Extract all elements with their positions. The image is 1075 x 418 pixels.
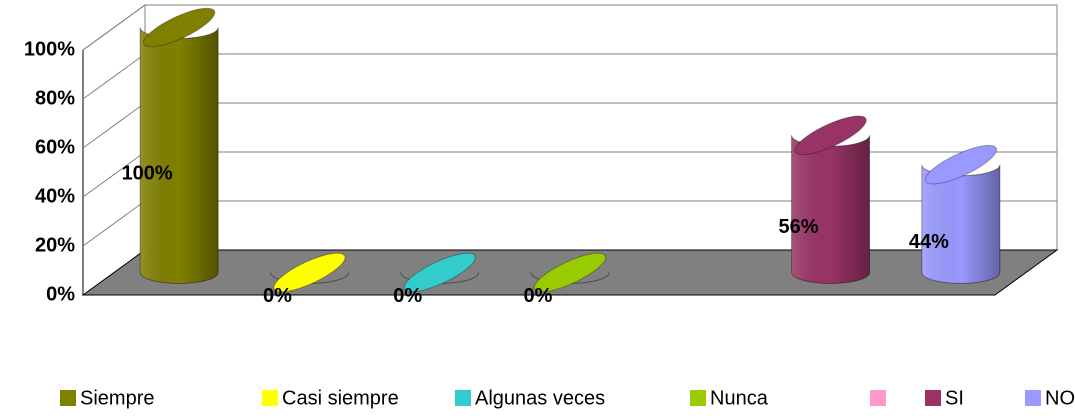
legend-swatch bbox=[262, 390, 278, 406]
data-label: 100% bbox=[122, 162, 173, 184]
grid-line bbox=[82, 4, 1057, 51]
bar-shade bbox=[791, 135, 870, 284]
y-tick-label: 80% bbox=[35, 87, 75, 109]
data-label: 56% bbox=[779, 216, 819, 238]
bar-shade bbox=[140, 27, 219, 284]
grid-line bbox=[82, 53, 1057, 100]
bar-top bbox=[533, 252, 607, 293]
back-wall bbox=[144, 4, 1058, 250]
legend-swatch bbox=[925, 390, 941, 406]
bar bbox=[139, 7, 219, 284]
data-label: 0% bbox=[393, 285, 422, 307]
y-tick-label: 0% bbox=[46, 283, 75, 305]
legend-label: Casi siempre bbox=[282, 387, 399, 409]
data-label: 0% bbox=[263, 285, 292, 307]
bar-top bbox=[403, 252, 476, 293]
legend-label: Siempre bbox=[80, 387, 154, 409]
bar-top bbox=[142, 7, 216, 48]
legend-swatch bbox=[870, 390, 886, 406]
data-label: 44% bbox=[909, 231, 949, 253]
bar bbox=[269, 252, 349, 293]
legend-label: Algunas veces bbox=[475, 387, 605, 409]
legend-swatch bbox=[1025, 390, 1041, 406]
legend-label: Nunca bbox=[710, 387, 769, 409]
grid-line bbox=[82, 151, 1057, 198]
y-tick-label: 40% bbox=[35, 185, 75, 207]
y-tick-label: 60% bbox=[35, 136, 75, 158]
bar bbox=[791, 115, 871, 284]
bar-top bbox=[273, 252, 346, 293]
bar-top bbox=[794, 115, 867, 156]
data-label: 0% bbox=[524, 285, 553, 307]
y-tick-label: 20% bbox=[35, 234, 75, 256]
bar bbox=[400, 252, 480, 293]
grid-line bbox=[82, 102, 1057, 149]
bar-shade bbox=[921, 164, 1000, 284]
legend-swatch bbox=[455, 390, 471, 406]
legend-label: SI bbox=[945, 387, 964, 409]
legend-swatch bbox=[690, 390, 706, 406]
bar bbox=[530, 252, 610, 293]
legend-swatch bbox=[60, 390, 76, 406]
bar-top bbox=[924, 144, 998, 185]
legend-label: NO bbox=[1045, 387, 1075, 409]
y-tick-label: 100% bbox=[24, 38, 75, 60]
bar bbox=[921, 144, 1001, 284]
